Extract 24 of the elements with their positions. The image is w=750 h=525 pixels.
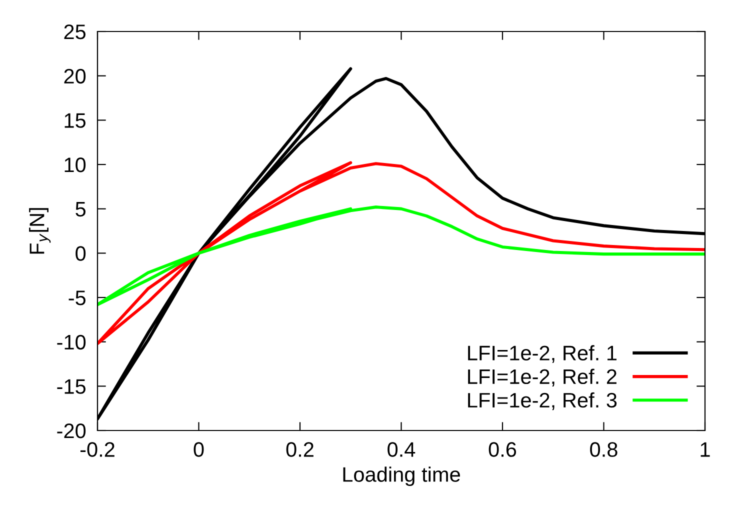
y-tick-label: -10	[57, 334, 86, 350]
x-tick-label: 0.4	[388, 442, 416, 457]
y-tick-label: 20	[64, 68, 86, 84]
line-series	[98, 161, 705, 346]
y-tick-label: 0	[76, 246, 86, 261]
x-tick-label: 0.2	[286, 442, 314, 457]
x-tick-label: -0.2	[80, 442, 114, 457]
y-tick-label: 10	[64, 158, 86, 172]
x-axis-title: Loading time	[343, 466, 460, 486]
x-tick-label: 0.8	[590, 442, 618, 457]
line-series	[98, 206, 705, 306]
legend-label: LFI=1e-2, Ref. 2	[468, 368, 616, 387]
legend-label: LFI=1e-2, Ref. 3	[468, 392, 617, 410]
y-tick-label: 15	[64, 113, 86, 128]
x-tick-label: 0	[194, 442, 204, 457]
y-tick-label: -20	[57, 424, 86, 438]
legend-label: LFI=1e-2, Ref. 1	[468, 345, 616, 363]
y-tick-label: 5	[76, 202, 86, 217]
y-tick-label: -15	[57, 379, 86, 394]
x-tick-label: 1	[700, 442, 710, 457]
y-axis-title: F$_{y}$[N]	[29, 208, 51, 254]
y-tick-label: -5	[68, 290, 86, 306]
y-tick-label: 25	[64, 24, 86, 40]
x-tick-label: 0.6	[488, 442, 516, 457]
